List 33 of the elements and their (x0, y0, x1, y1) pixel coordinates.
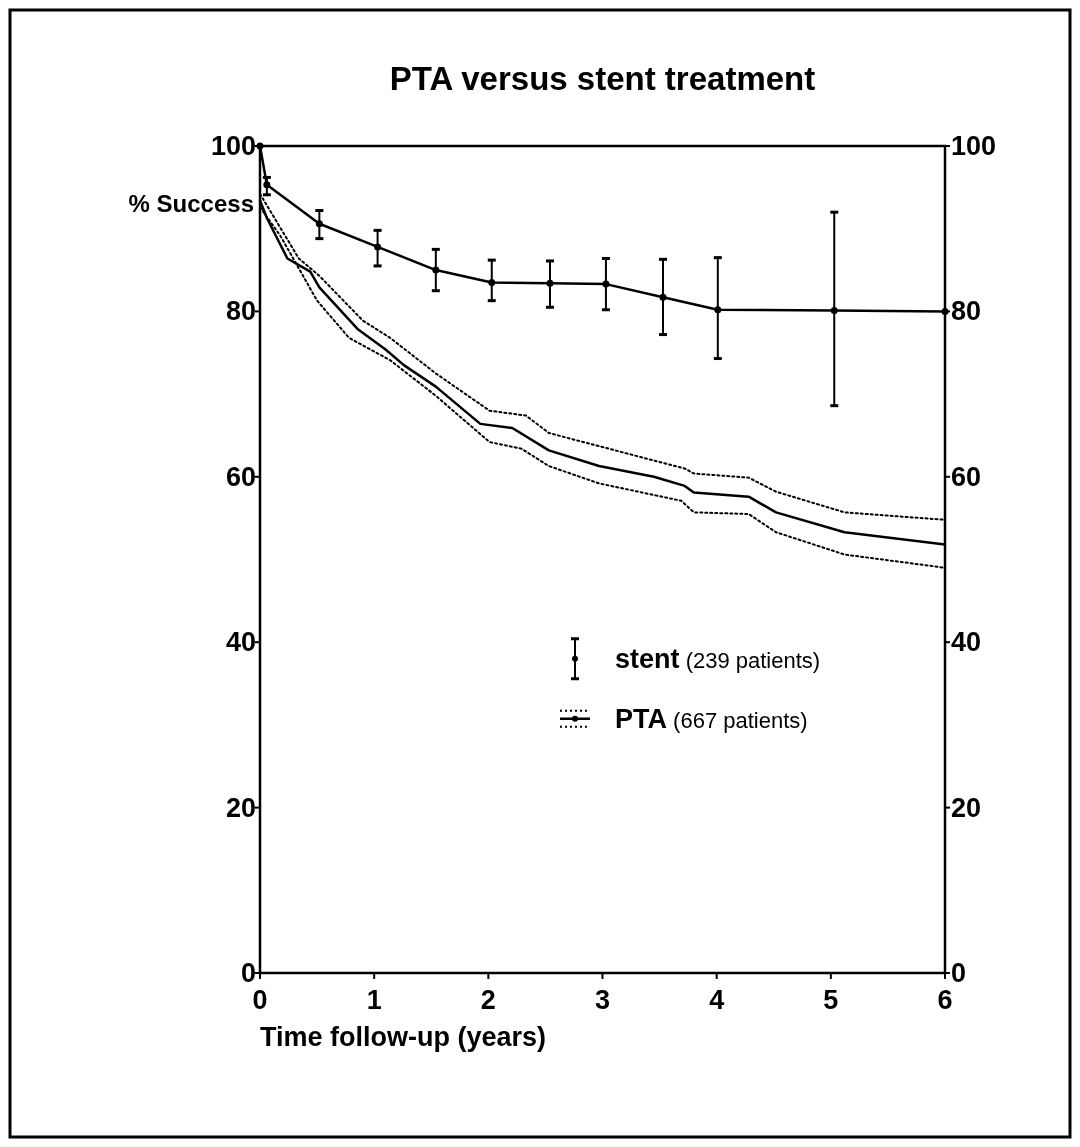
y-axis-title: % Success (128, 190, 254, 217)
x-tick-label: 4 (709, 985, 725, 1015)
point (432, 266, 440, 274)
y2-tick-label: 60 (951, 461, 982, 492)
point (488, 278, 496, 286)
y2-tick-label: 20 (951, 792, 982, 823)
legend-label: stent (239 patients) (615, 643, 821, 674)
y2-tick-label: 0 (951, 958, 967, 988)
y2-tick-label: 80 (951, 296, 982, 327)
point (263, 181, 271, 189)
x-axis-title: Time follow-up (years) (260, 1022, 547, 1052)
point (602, 280, 610, 288)
y-tick-label: 20 (225, 792, 256, 823)
y2-tick-label: 100 (951, 131, 997, 161)
y-tick-label: 0 (240, 958, 256, 988)
y-tick-label: 80 (225, 296, 256, 327)
y2-tick-label: 40 (951, 627, 982, 658)
x-tick-label: 6 (937, 985, 953, 1015)
x-tick-label: 2 (480, 985, 496, 1015)
y-tick-label: 100 (210, 131, 256, 161)
x-tick-label: 3 (594, 985, 611, 1015)
point (374, 243, 382, 251)
y-tick-label: 60 (225, 461, 256, 492)
x-tick-label: 1 (366, 985, 382, 1015)
point (714, 306, 722, 314)
y-tick-label: 40 (225, 627, 256, 658)
point (830, 307, 838, 315)
point (546, 279, 554, 287)
point (315, 220, 323, 228)
x-tick-label: 5 (823, 985, 839, 1015)
legend-label: PTA (667 patients) (615, 703, 808, 734)
chart-title: PTA versus stent treatment (389, 60, 816, 97)
point (659, 293, 667, 301)
